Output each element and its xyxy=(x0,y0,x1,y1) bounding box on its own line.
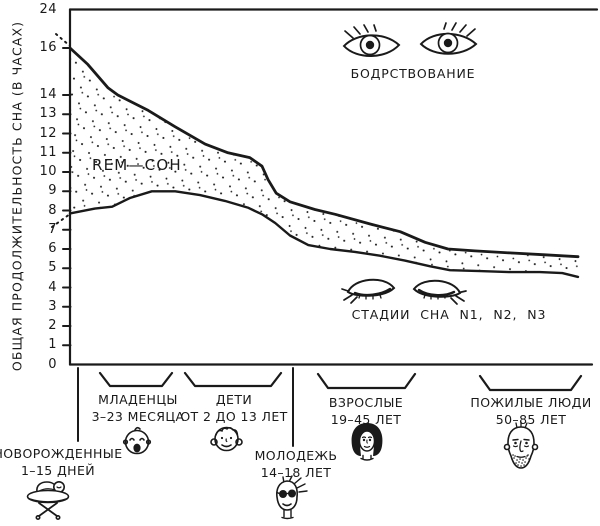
closed-eye-left-icon xyxy=(341,278,396,304)
infants-bracket xyxy=(98,371,174,388)
elderly-bracket xyxy=(478,374,583,392)
y-axis-tick-label: 1 xyxy=(48,337,57,353)
y-axis-tick-label: 8 xyxy=(48,202,57,218)
age-group-youth-label: МОЛОДЕЖЬ 14–18 ЛЕТ xyxy=(254,448,338,480)
y-axis-tick-label: 9 xyxy=(48,183,57,199)
children-bracket xyxy=(183,371,283,388)
y-axis-tick-label: 12 xyxy=(39,125,57,141)
upper-curve-dotted-tail xyxy=(55,33,71,47)
open-eye-left-icon xyxy=(342,24,401,57)
y-axis-tick-label: 10 xyxy=(39,164,57,179)
closed-eye-right-icon xyxy=(412,279,467,305)
y-axis-tick-label: 7 xyxy=(48,221,57,237)
woman-face-icon xyxy=(351,423,383,461)
y-axis-tick-label: 4 xyxy=(48,279,57,295)
y-axis-tick-label: 5 xyxy=(48,260,57,276)
y-axis-tick-label: 11 xyxy=(39,144,57,160)
y-axis-tick-label: 6 xyxy=(48,241,57,256)
bassinet-baby-icon xyxy=(26,481,70,520)
rem-boundary-curve xyxy=(68,190,580,279)
girl-face-icon xyxy=(210,426,243,452)
sleep-stages-label: СТАДИИ СНА N1, N2, N3 xyxy=(351,307,547,322)
age-group-elderly-label: ПОЖИЛЫЕ ЛЮДИ 50–85 ЛЕТ xyxy=(470,395,592,427)
adults-bracket xyxy=(316,372,417,390)
y-axis-tick-label: 3 xyxy=(48,298,57,314)
y-axis-tick-label: 24 xyxy=(39,2,57,17)
age-group-adults-label: ВЗРОСЛЫЕ 19–45 ЛЕТ xyxy=(328,395,404,427)
wakefulness-label: БОДРСТВОВАНИЕ xyxy=(350,66,476,81)
lower-curve-dotted-tail xyxy=(51,213,71,228)
open-eye-right-icon xyxy=(419,22,478,55)
y-axis-tick-label: 2 xyxy=(48,318,57,333)
y-axis-tick-label: 14 xyxy=(39,87,57,102)
baby-face-icon xyxy=(122,426,152,455)
age-group-newborns-label: НОВОРОЖДЕННЫЕ 1–15 ДНЕЙ xyxy=(0,446,123,478)
y-axis-tick-label: 13 xyxy=(39,106,57,122)
total-sleep-curve xyxy=(68,46,580,259)
y-axis-tick-label: 16 xyxy=(39,40,57,55)
rem-sleep-label: REM—СОН xyxy=(92,156,182,174)
age-group-infants-label: МЛАДЕНЦЫ 3–23 МЕСЯЦА xyxy=(91,392,185,424)
y-axis-tick-label: 0 xyxy=(48,356,57,372)
teen-sunglasses-face-icon xyxy=(276,475,308,520)
age-group-children-label: ДЕТИ ОТ 2 ДО 13 ЛЕТ xyxy=(180,392,288,424)
old-man-face-icon xyxy=(503,421,539,469)
